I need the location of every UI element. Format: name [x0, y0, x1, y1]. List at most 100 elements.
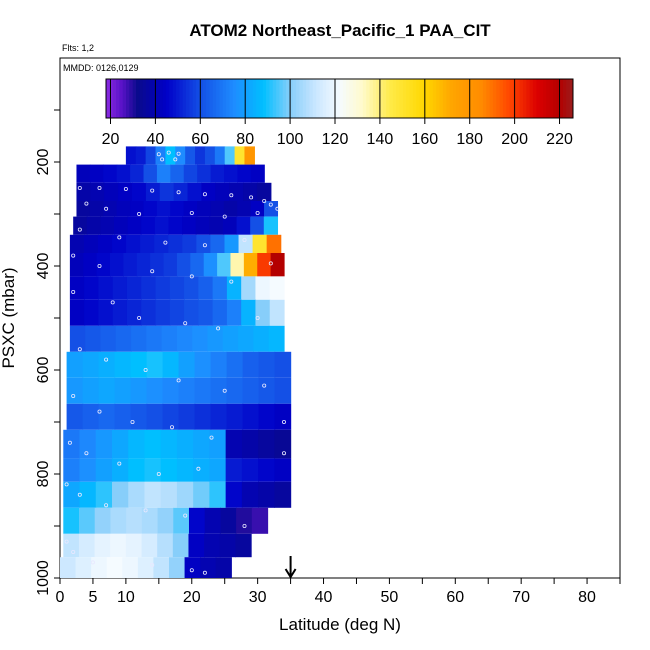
colorbar-segment — [182, 79, 187, 118]
heatmap-cell — [95, 481, 113, 508]
heatmap-cell — [201, 182, 216, 201]
x-axis: 0 5 10 20 30 40 50 60 70 80 — [56, 578, 621, 606]
colorbar-tick-label: 80 — [236, 131, 254, 148]
heatmap-cell — [198, 276, 214, 300]
heatmap-cell — [69, 325, 86, 352]
colorbar-segment — [219, 79, 224, 118]
heatmap-cell — [194, 351, 212, 378]
profile-point — [255, 315, 260, 320]
heatmap-cell — [82, 403, 100, 430]
colorbar-segment — [256, 79, 260, 118]
colorbar-tick-label: 120 — [322, 131, 349, 148]
profile-point — [222, 388, 227, 393]
heatmap-cell — [258, 351, 276, 378]
y-axis: 200 400 600 800 1000 — [35, 109, 60, 596]
heatmap-cell — [125, 533, 143, 558]
colorbar-segment — [549, 79, 554, 118]
profile-point — [268, 261, 273, 266]
profile-point — [71, 550, 76, 555]
heatmap-cell — [242, 377, 260, 404]
heatmap-cell — [156, 164, 171, 183]
heatmap-cell — [204, 533, 221, 558]
heatmap-cell — [219, 533, 237, 558]
colorbar-segment — [239, 79, 244, 118]
profile-point — [77, 185, 82, 190]
colorbar-segment — [116, 79, 120, 118]
colorbar-segment — [322, 79, 327, 118]
heatmap-cell — [79, 507, 96, 534]
colorbar-segment — [396, 79, 401, 118]
heatmap-cell — [224, 234, 240, 253]
colorbar-segment — [289, 79, 294, 118]
profile-point — [176, 190, 181, 195]
colorbar-segment — [432, 79, 437, 118]
heatmap-cell — [89, 164, 104, 183]
colorbar-segment — [172, 79, 177, 118]
heatmap-cell — [175, 146, 186, 165]
heatmap-cell — [256, 182, 272, 201]
colorbar-segment — [442, 79, 447, 118]
colorbar-segment — [389, 79, 394, 118]
heatmap-cell — [84, 276, 100, 300]
heatmap-cell — [193, 429, 211, 459]
heatmap-cell — [114, 403, 132, 430]
colorbar-segment — [132, 79, 137, 118]
heatmap-cell — [114, 377, 132, 404]
profile-point — [275, 206, 280, 211]
heatmap-cell — [163, 253, 178, 277]
x-tick-label: 0 — [56, 589, 65, 606]
heatmap-cell — [224, 146, 236, 165]
profile-point — [90, 560, 95, 565]
heatmap-cell — [155, 299, 171, 326]
heatmap-cell — [229, 182, 244, 201]
latitude-marker-arrow — [284, 556, 297, 579]
heatmap-cell — [185, 146, 196, 165]
heatmap-cell — [160, 458, 178, 482]
heatmap-cell — [100, 216, 115, 235]
heatmap-cell — [184, 557, 201, 578]
colorbar-segment — [269, 79, 274, 118]
colorbar-segment — [502, 79, 507, 118]
heatmap-cell — [255, 299, 271, 326]
heatmap-cell — [178, 403, 196, 430]
heatmap-cell — [169, 557, 186, 578]
heatmap-cell — [157, 533, 174, 558]
heatmap-cell — [224, 164, 239, 183]
heatmap-cell — [160, 429, 178, 459]
colorbar-segment — [406, 79, 411, 118]
heatmap-cell — [210, 377, 228, 404]
heatmap-cell — [154, 216, 170, 235]
heatmap-cell — [209, 216, 224, 235]
heatmap-cell — [184, 276, 199, 300]
heatmap-cell — [76, 164, 91, 183]
colorbar-segment — [202, 79, 207, 118]
profile-point — [77, 347, 82, 352]
colorbar-segment — [426, 79, 431, 118]
colorbar-segment — [222, 79, 227, 118]
colorbar-segment — [359, 79, 364, 118]
colorbar: 20 40 60 80 100 120 140 160 180 200 220 — [102, 78, 574, 148]
profile-point — [196, 466, 201, 471]
profile-point — [242, 524, 247, 529]
x-tick-label: 70 — [512, 589, 530, 606]
profile-point — [97, 185, 102, 190]
colorbar-segment — [139, 79, 144, 118]
heatmap-cell — [144, 429, 162, 459]
heatmap-cell — [146, 377, 164, 404]
heatmap-cell — [178, 351, 196, 378]
heatmap-cell — [236, 216, 251, 235]
marker-head — [284, 568, 297, 579]
x-axis-label: Latitude (deg N) — [279, 615, 401, 634]
heatmap-cell — [209, 481, 227, 508]
y-tick-label: 400 — [35, 253, 52, 280]
heatmap-cell — [220, 507, 237, 534]
heatmap-cell — [210, 351, 228, 378]
colorbar-segment — [329, 79, 334, 118]
heatmap-cell — [130, 164, 145, 183]
heatmap-cell — [258, 481, 275, 508]
heatmap-cell — [250, 201, 265, 217]
heatmap-cell — [123, 253, 138, 277]
mmdd-label: MMDD: 0126,0129 — [63, 63, 139, 73]
heatmap-cell — [214, 146, 226, 165]
heatmap-cell — [79, 429, 97, 459]
